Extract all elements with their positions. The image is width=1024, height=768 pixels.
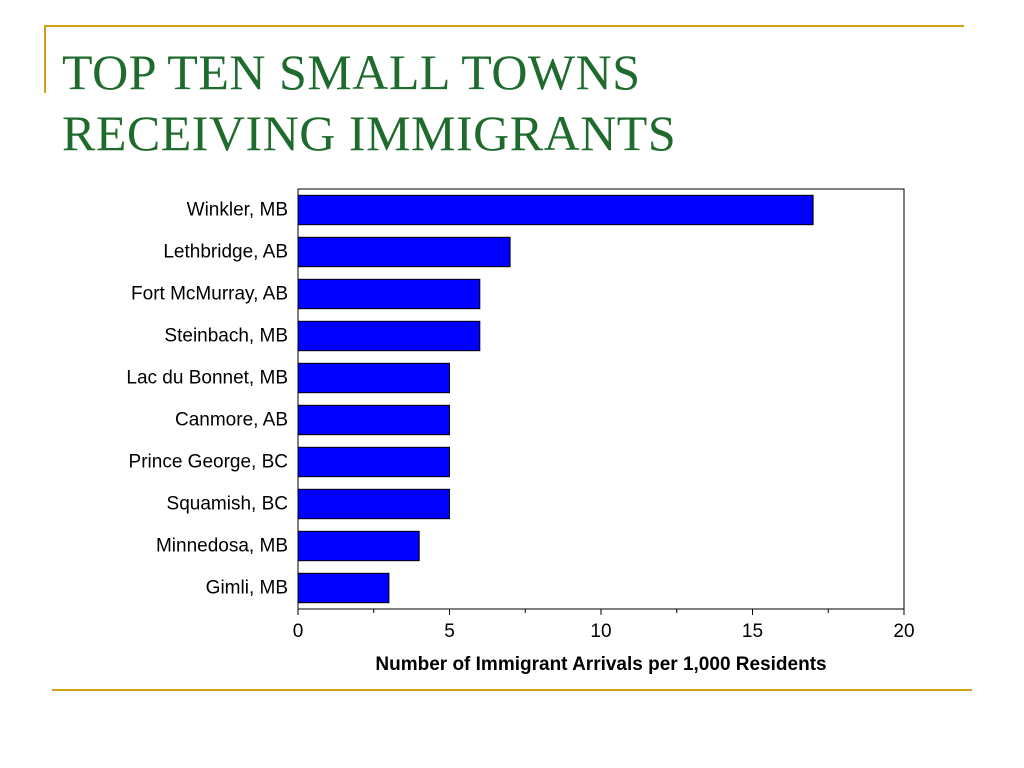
category-label-winkler-mb: Winkler, MB (187, 200, 288, 221)
slide-title-line-1: TOP TEN SMALL TOWNS (62, 44, 641, 100)
x-tick-label-0: 0 (293, 621, 304, 642)
top-rule (44, 25, 964, 27)
category-label-steinbach-mb: Steinbach, MB (164, 326, 288, 347)
bar-lac-du-bonnet-mb (297, 362, 450, 394)
category-label-squamish-bc: Squamish, BC (167, 494, 288, 515)
bottom-rule (52, 689, 972, 691)
bar-lethbridge-ab (297, 236, 511, 268)
x-axis-title: Number of Immigrant Arrivals per 1,000 R… (375, 654, 826, 675)
bar-fort-mcmurray-ab (297, 278, 481, 310)
bar-gimli-mb (297, 572, 390, 604)
category-label-prince-george-bc: Prince George, BC (129, 452, 288, 473)
category-labels-group: Winkler, MB Lethbridge, AB Fort McMurray, … (126, 200, 288, 599)
category-label-gimli-mb: Gimli, MB (206, 578, 288, 599)
bar-canmore-ab (297, 404, 450, 436)
x-tick-label-5: 5 (444, 621, 455, 642)
left-rule (44, 25, 46, 93)
bar-minnedosa-mb (297, 530, 420, 562)
category-label-lethbridge-ab: Lethbridge, AB (163, 242, 288, 263)
x-tick-label-15: 15 (742, 621, 763, 642)
bar-steinbach-mb (297, 320, 481, 352)
bars-group (297, 194, 814, 604)
category-label-minnedosa-mb: Minnedosa, MB (156, 536, 288, 557)
bar-squamish-bc (297, 488, 450, 520)
slide-title-line-2: RECEIVING IMMIGRANTS (62, 105, 677, 161)
category-label-lac-du-bonnet-mb: Lac du Bonnet, MB (126, 368, 288, 389)
bar-prince-george-bc (297, 446, 450, 478)
bar-winkler-mb (297, 194, 814, 226)
category-label-canmore-ab: Canmore, AB (175, 410, 288, 431)
slide-title: TOP TEN SMALL TOWNS RECEIVING IMMIGRANTS (62, 42, 962, 164)
x-tick-label-20: 20 (893, 621, 914, 642)
x-tick-label-10: 10 (590, 621, 611, 642)
x-ticks-group: 0 5 10 15 20 (293, 609, 915, 642)
category-label-fort-mcmurray-ab: Fort McMurray, AB (131, 284, 288, 305)
